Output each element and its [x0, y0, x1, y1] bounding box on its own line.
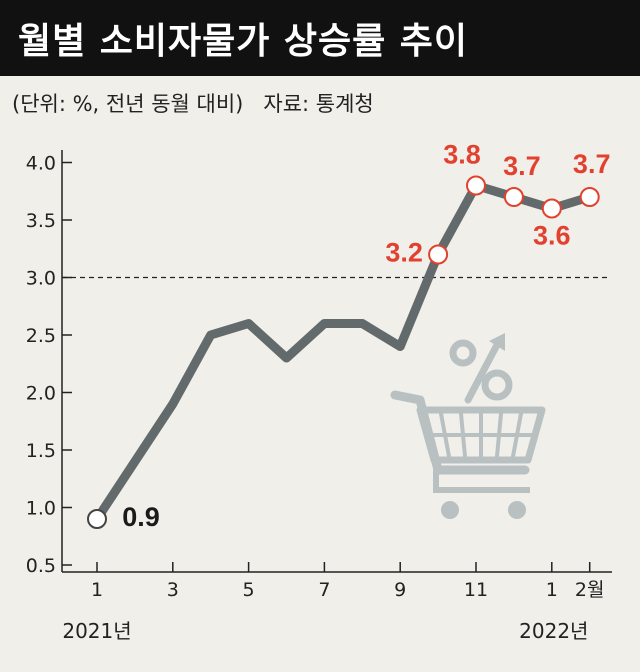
x-tick-label: 2월: [575, 579, 605, 601]
cart-base: [433, 470, 530, 493]
cart-wheel: [508, 501, 526, 519]
data-label: 3.6: [533, 221, 571, 251]
y-tick-label: 2.0: [26, 383, 56, 405]
data-point-marker: [503, 187, 524, 207]
chart-series: [87, 175, 600, 529]
x-tick-label: 1: [91, 579, 103, 601]
data-label: 3.7: [503, 151, 541, 181]
y-tick-label: 1.5: [26, 440, 56, 462]
title-bar: 월별 소비자물가 상승률 추이: [0, 0, 640, 76]
data-point-marker: [466, 175, 486, 196]
y-tick-label: 3.5: [26, 210, 56, 232]
data-label: 3.2: [385, 238, 423, 268]
source-note: 자료: 통계청: [263, 92, 374, 116]
y-tick-label: 3.0: [26, 268, 56, 290]
data-point-marker: [579, 187, 600, 207]
year-label: 2022년: [519, 619, 588, 643]
chart-title: 월별 소비자물가 상승률 추이: [18, 21, 469, 62]
percent-arrow-head: [489, 333, 505, 351]
chart-subtitle: (단위: %, 전년 동월 대비) 자료: 통계청: [12, 88, 374, 118]
chart-data-labels: 0.9 3.2 3.8 3.7 3.6 3.7: [122, 140, 610, 533]
x-tick-label: 1: [546, 579, 558, 601]
shopping-cart-percent-icon: [390, 333, 546, 519]
year-label: 2021년: [62, 619, 131, 643]
x-tick-label: 5: [243, 579, 255, 601]
x-tick-label: 7: [318, 579, 330, 601]
x-tick-label: 9: [394, 579, 406, 601]
cart-wheel: [441, 501, 459, 519]
data-point-marker: [541, 198, 562, 219]
y-tick-label: 4.0: [26, 153, 56, 175]
x-tick-label: 11: [464, 579, 488, 601]
percent-dot: [481, 369, 513, 401]
data-label: 3.7: [573, 149, 611, 179]
x-tick-label: 3: [167, 579, 179, 601]
percent-slash: [464, 339, 502, 404]
data-point-marker: [87, 509, 107, 529]
y-tick-label: 0.5: [26, 555, 56, 577]
data-point-marker: [428, 244, 449, 265]
y-tick-label: 1.0: [26, 498, 56, 520]
y-tick-label: 2.5: [26, 325, 56, 347]
data-label: 3.8: [443, 140, 481, 170]
data-label: 0.9: [122, 502, 160, 532]
unit-note: (단위: %, 전년 동월 대비): [12, 92, 244, 116]
percent-dot: [449, 339, 477, 367]
